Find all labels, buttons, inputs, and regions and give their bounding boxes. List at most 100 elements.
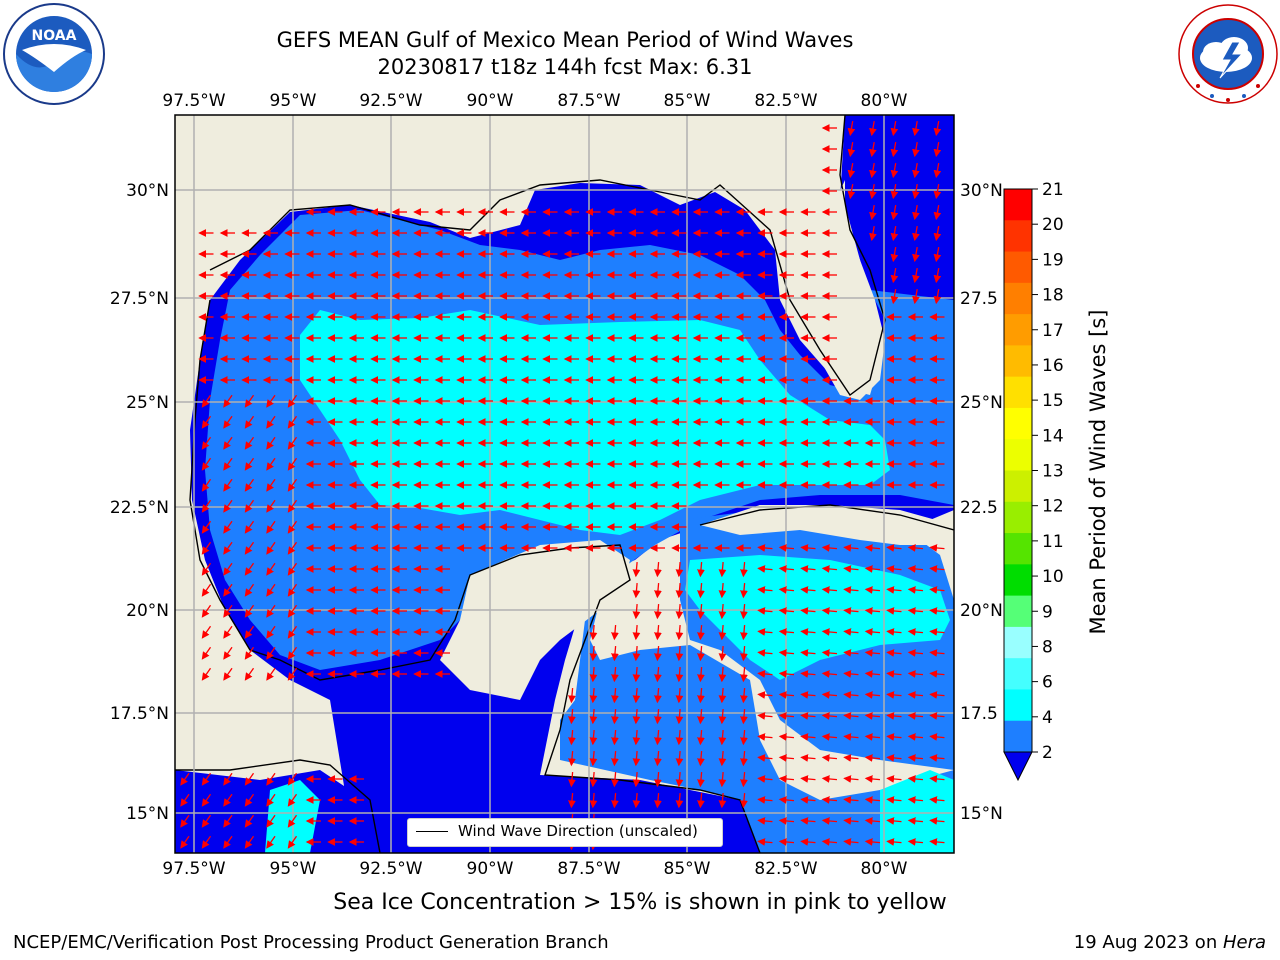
colorbar-segment — [1004, 595, 1032, 628]
wind-arrow — [757, 775, 773, 783]
wind-arrow — [654, 561, 662, 578]
wind-arrow — [718, 792, 727, 809]
wind-arrow — [886, 670, 902, 678]
wind-arrow — [778, 607, 795, 615]
wind-arrow — [843, 817, 859, 825]
wind-arrow — [589, 687, 598, 704]
wind-arrow — [244, 646, 255, 660]
wind-arrow — [740, 582, 748, 599]
wind-arrow — [890, 288, 899, 305]
colorbar-segment — [1004, 439, 1032, 471]
colorbar-segment — [1004, 251, 1032, 284]
wind-arrow — [675, 771, 684, 788]
wind-arrow — [201, 499, 212, 513]
land-cuba — [700, 505, 954, 545]
wind-arrow — [266, 646, 276, 660]
wind-arrow — [244, 625, 255, 639]
wind-arrow — [611, 708, 619, 725]
wind-arrow — [907, 817, 924, 825]
wind-arrow — [287, 415, 298, 429]
wind-arrow — [907, 712, 924, 720]
wind-arrow — [778, 544, 795, 552]
wind-arrow — [697, 561, 705, 578]
wind-arrow — [266, 814, 276, 828]
lon-tick: 80°W — [861, 859, 908, 879]
colorbar-segment — [1004, 658, 1032, 690]
wind-arrow — [244, 583, 255, 597]
lon-tick: 85°W — [664, 91, 711, 111]
lon-tick: 85°W — [664, 859, 711, 879]
colorbar-segment — [1004, 220, 1032, 253]
wind-arrow — [568, 708, 576, 725]
wind-arrow — [718, 708, 727, 725]
wind-arrow — [886, 712, 902, 720]
wind-arrow — [611, 687, 619, 704]
wind-arrow — [201, 646, 212, 660]
wind-arrow — [244, 604, 255, 618]
wind-arrow — [223, 415, 233, 429]
coastline — [175, 115, 954, 853]
wind-arrow — [675, 708, 684, 725]
map-legend: Wind Wave Direction (unscaled) — [407, 818, 723, 847]
wind-arrow — [287, 814, 298, 828]
wind-arrow — [201, 667, 212, 681]
wind-arrow — [864, 712, 881, 720]
lon-tick: 90°W — [467, 91, 514, 111]
colorbar — [1003, 188, 1033, 782]
wind-arrow — [223, 667, 233, 681]
wind-arrow — [611, 645, 619, 662]
wind-arrow — [201, 835, 212, 849]
colorbar-tick-label: 15 — [1042, 391, 1064, 411]
lat-ticks-right: 30°N 27.5 25°N 22.5 20°N 17.5 15°N — [960, 181, 1003, 824]
wind-arrow — [929, 775, 945, 783]
colorbar-segment — [1004, 407, 1032, 440]
wind-arrow — [201, 604, 212, 618]
wind-arrow — [912, 141, 920, 158]
wind-arrow — [675, 729, 684, 746]
wind-arrow — [886, 586, 902, 594]
wind-arrow — [697, 645, 705, 662]
wind-arrow — [697, 771, 705, 788]
wind-arrow — [718, 603, 727, 620]
wind-arrow — [266, 562, 276, 576]
wind-arrow — [843, 754, 859, 762]
lat-tick: 17.5 — [960, 704, 998, 724]
wind-arrow — [697, 603, 705, 620]
wind-arrow — [864, 754, 881, 762]
wind-arrow — [864, 607, 881, 615]
wind-arrow — [907, 838, 924, 846]
wind-arrow — [718, 729, 727, 746]
wind-arrow — [800, 775, 816, 783]
wind-arrow — [821, 817, 838, 825]
wind-arrow — [821, 670, 838, 678]
wind-arrow — [929, 796, 945, 804]
wind-arrow — [266, 625, 276, 639]
wind-arrow — [778, 796, 795, 804]
wind-arrow — [821, 733, 838, 741]
wind-arrow — [864, 817, 881, 825]
wind-arrow — [740, 729, 748, 746]
wind-arrow — [907, 670, 924, 678]
colorbar-tick-label: 11 — [1042, 532, 1064, 552]
chart-subtitle: 20230817 t18z 144h fcst Max: 6.31 — [377, 55, 753, 79]
wind-arrow — [740, 603, 748, 620]
wind-arrow — [266, 457, 276, 471]
wind-arrow — [675, 792, 684, 809]
wind-arrow — [821, 565, 838, 573]
ocean-region-se-4-6 — [880, 770, 954, 853]
wind-arrow — [929, 628, 945, 636]
wind-arrow — [287, 772, 298, 786]
wind-arrow — [864, 838, 881, 846]
svg-text:NOAA: NOAA — [32, 28, 77, 44]
wind-arrow — [778, 649, 795, 657]
colorbar-segment — [1004, 533, 1032, 565]
wind-arrow — [266, 520, 276, 534]
wind-arrow — [697, 666, 705, 683]
colorbar-segment — [1004, 345, 1032, 378]
wind-arrow — [757, 544, 773, 552]
wind-arrow — [778, 628, 795, 636]
colorbar-tick-label: 2 — [1042, 743, 1053, 763]
wind-arrow — [287, 394, 298, 408]
wind-arrow — [757, 628, 773, 636]
wind-arrow — [778, 733, 795, 741]
